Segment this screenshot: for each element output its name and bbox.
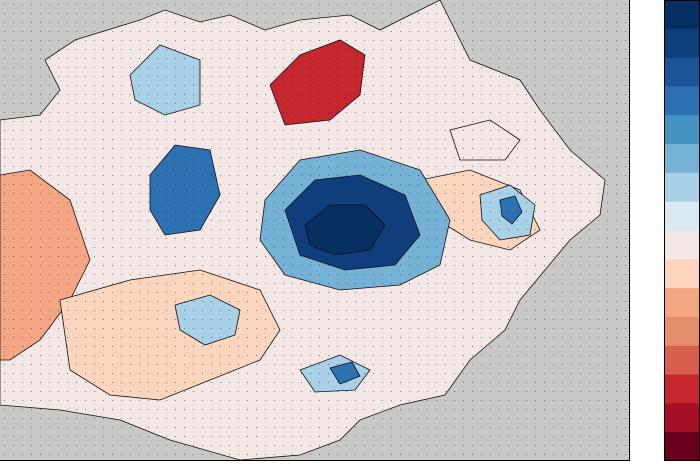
colorbar	[664, 0, 700, 462]
colorbar-swatch	[664, 374, 700, 404]
colorbar-swatch	[664, 144, 700, 174]
colorbar-swatch	[664, 172, 700, 203]
colorbar-swatch	[664, 403, 700, 433]
colorbar-swatch	[664, 316, 700, 347]
contour-plot-area	[0, 0, 630, 461]
contour-map	[0, 0, 630, 461]
colorbar-swatch	[664, 115, 700, 145]
colorbar-swatch	[664, 28, 700, 59]
colorbar-swatch	[664, 259, 700, 289]
colorbar-swatch	[664, 57, 700, 87]
colorbar-swatch	[664, 432, 700, 462]
colorbar-swatch	[664, 345, 700, 376]
colorbar-swatch	[664, 0, 700, 30]
colorbar-swatch	[664, 230, 700, 260]
colorbar-swatch	[664, 288, 700, 318]
stipple-overlay	[0, 0, 630, 461]
colorbar-swatch	[664, 86, 700, 116]
colorbar-swatch	[664, 201, 700, 231]
